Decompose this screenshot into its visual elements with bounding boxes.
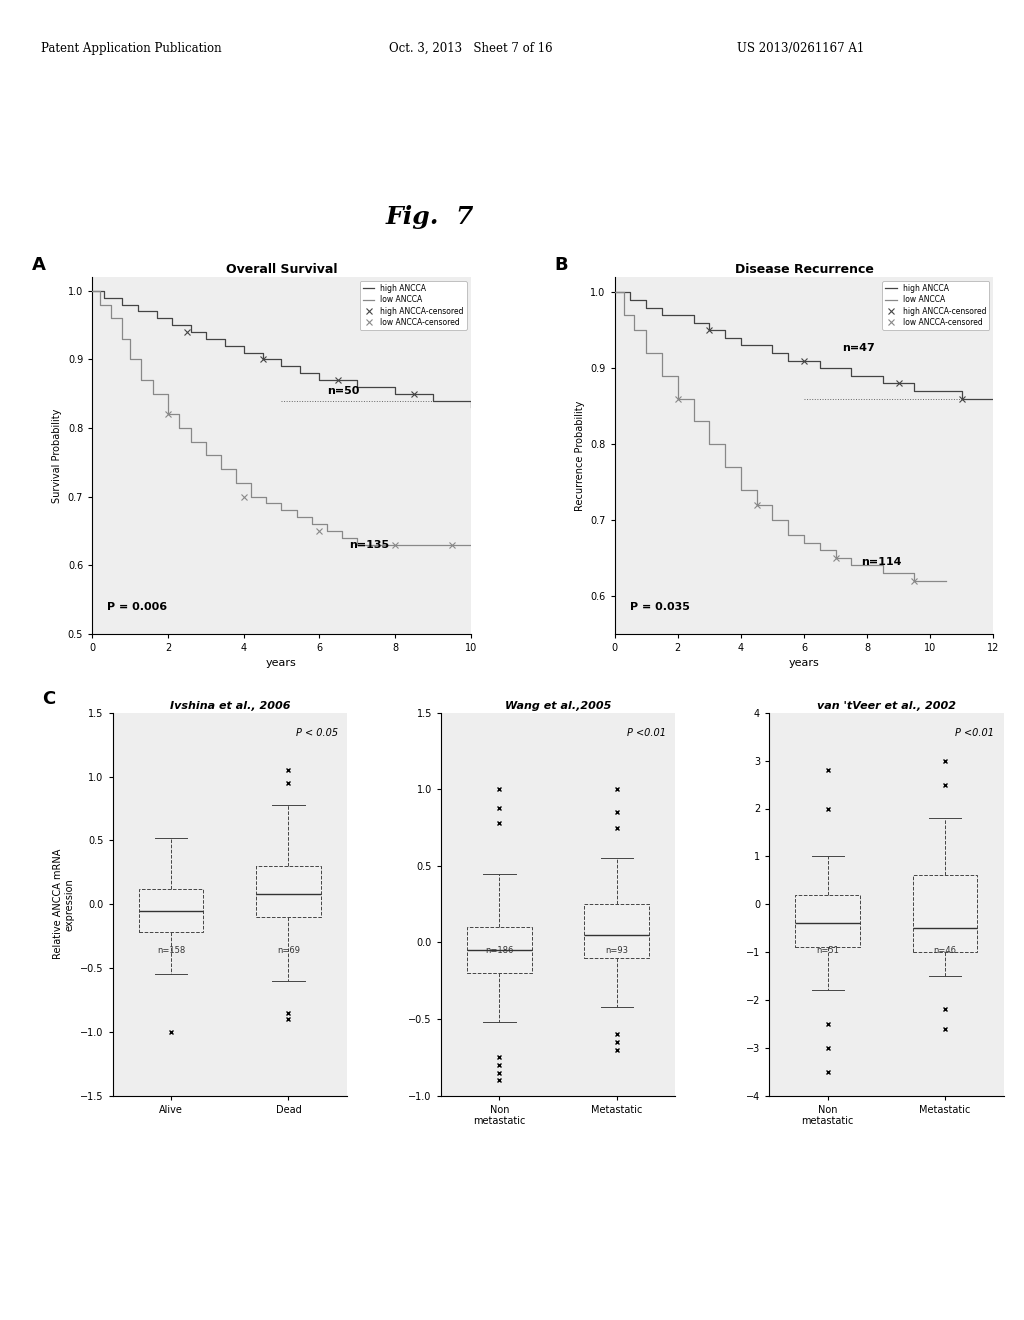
- Text: n=158: n=158: [157, 945, 185, 954]
- Title: van 'tVeer et al., 2002: van 'tVeer et al., 2002: [817, 701, 955, 710]
- Text: Fig.  7: Fig. 7: [386, 205, 474, 228]
- PathPatch shape: [585, 904, 649, 958]
- Y-axis label: Recurrence Probability: Recurrence Probability: [574, 400, 585, 511]
- X-axis label: years: years: [266, 659, 297, 668]
- Text: n=50: n=50: [327, 387, 359, 396]
- Y-axis label: Survival Probability: Survival Probability: [52, 408, 62, 503]
- Text: n=46: n=46: [934, 945, 956, 954]
- PathPatch shape: [912, 875, 977, 952]
- Text: US 2013/0261167 A1: US 2013/0261167 A1: [737, 42, 864, 55]
- Title: Ivshina et al., 2006: Ivshina et al., 2006: [170, 701, 290, 710]
- X-axis label: years: years: [788, 659, 819, 668]
- Title: Wang et al.,2005: Wang et al.,2005: [505, 701, 611, 710]
- Text: P = 0.035: P = 0.035: [630, 602, 690, 612]
- Title: Overall Survival: Overall Survival: [225, 263, 337, 276]
- Y-axis label: Relative ANCCA mRNA
expression: Relative ANCCA mRNA expression: [53, 849, 75, 960]
- Text: P <0.01: P <0.01: [955, 729, 994, 738]
- PathPatch shape: [467, 927, 531, 973]
- Text: n=114: n=114: [861, 557, 901, 568]
- Text: n=186: n=186: [485, 945, 514, 954]
- Legend: high ANCCA, low ANCCA, high ANCCA-censored, low ANCCA-censored: high ANCCA, low ANCCA, high ANCCA-censor…: [883, 281, 989, 330]
- Legend: high ANCCA, low ANCCA, high ANCCA-censored, low ANCCA-censored: high ANCCA, low ANCCA, high ANCCA-censor…: [359, 281, 467, 330]
- Text: B: B: [554, 256, 567, 273]
- PathPatch shape: [139, 888, 204, 932]
- Text: C: C: [42, 690, 55, 708]
- PathPatch shape: [796, 895, 860, 948]
- Text: n=69: n=69: [276, 945, 300, 954]
- Text: P <0.01: P <0.01: [627, 729, 666, 738]
- Text: A: A: [32, 256, 45, 273]
- Text: P = 0.006: P = 0.006: [108, 602, 168, 612]
- PathPatch shape: [256, 866, 321, 917]
- Text: Oct. 3, 2013   Sheet 7 of 16: Oct. 3, 2013 Sheet 7 of 16: [389, 42, 553, 55]
- Text: n=51: n=51: [816, 945, 839, 954]
- Text: n=93: n=93: [605, 945, 628, 954]
- Title: Disease Recurrence: Disease Recurrence: [734, 263, 873, 276]
- Text: P < 0.05: P < 0.05: [296, 729, 338, 738]
- Text: n=135: n=135: [349, 540, 390, 549]
- Text: n=47: n=47: [842, 343, 874, 354]
- Text: Patent Application Publication: Patent Application Publication: [41, 42, 221, 55]
